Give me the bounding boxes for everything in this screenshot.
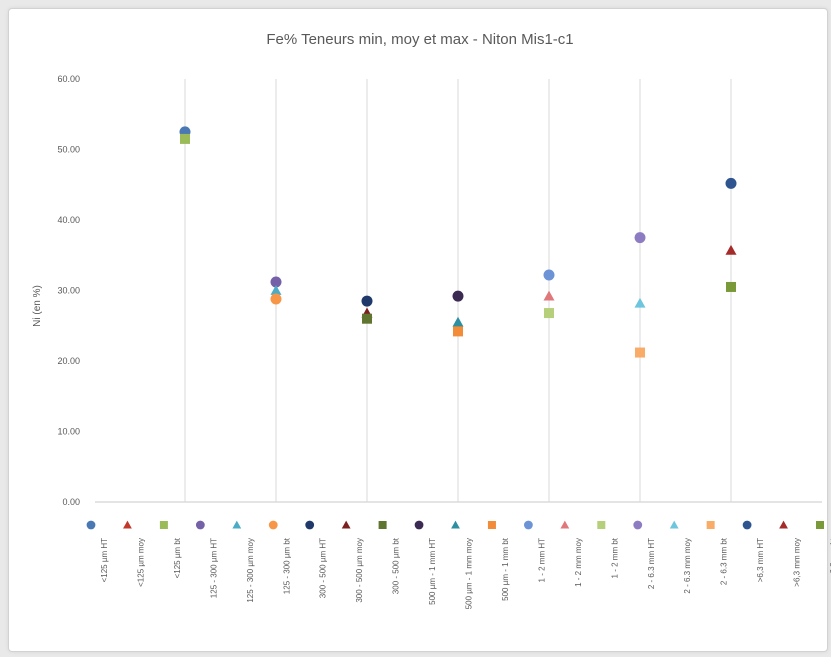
legend-marker [195, 520, 205, 530]
legend-marker [742, 520, 752, 530]
legend: <125 µm HT <125 µm moy <125 µm bt 125 - 300… [86, 520, 831, 609]
legend-label: 300 - 500 µm moy [355, 538, 364, 603]
data-point [725, 244, 737, 255]
legend-label: >6,3 mm bt [829, 537, 831, 578]
data-point [543, 269, 555, 281]
legend-marker [487, 521, 496, 529]
legend-marker [86, 520, 96, 530]
legend-marker [268, 520, 278, 530]
legend-marker [159, 521, 168, 529]
data-point [634, 232, 646, 244]
data-point [544, 308, 554, 319]
legend-marker [123, 520, 132, 529]
y-tick-label: 50.00 [57, 145, 80, 155]
data-point [270, 285, 282, 295]
grid-lines [95, 79, 822, 503]
data-point [543, 290, 555, 301]
legend-label: 500 µm - 1 mm bt [501, 537, 510, 601]
legend-label: 1 - 2 mm HT [537, 538, 546, 583]
y-tick-label: 40.00 [57, 215, 80, 225]
legend-marker [597, 521, 606, 529]
legend-label: 500 µm - 1 mm HT [428, 538, 437, 605]
data-point [362, 313, 372, 324]
y-tick-label: 0.00 [62, 497, 80, 507]
y-axis-label: Ni (en %) [32, 285, 43, 327]
legend-label: 500 µm - 1 mm moy [465, 538, 474, 609]
legend-marker [378, 521, 387, 529]
legend-marker [560, 520, 570, 529]
data-point [635, 347, 645, 358]
y-tick-label: 20.00 [57, 356, 80, 366]
legend-marker [341, 520, 351, 529]
data-points [179, 126, 737, 358]
data-point [452, 290, 464, 302]
legend-label: <125 µm moy [136, 538, 145, 587]
legend-marker [451, 520, 460, 529]
legend-label: <125 µm bt [173, 537, 182, 578]
legend-marker [633, 520, 643, 530]
legend-marker [779, 520, 788, 529]
data-point [634, 297, 646, 308]
legend-label: 1 - 2 mm moy [574, 538, 583, 587]
data-point [725, 177, 737, 189]
legend-marker [524, 520, 533, 530]
legend-marker [816, 521, 824, 529]
legend-label: 125 - 300 µm HT [209, 538, 218, 598]
legend-label: 2 - 6.3 mm bt [720, 537, 729, 585]
legend-label: >6,3 mm moy [793, 538, 802, 587]
legend-label: 125 - 300 µm moy [246, 538, 255, 603]
legend-label: 2 - 6.3 mm HT [647, 538, 656, 589]
legend-label: >6,3 mm HT [756, 538, 765, 582]
data-point [726, 281, 736, 292]
legend-label: 300 - 500 µm HT [319, 538, 328, 598]
data-point [453, 326, 463, 337]
data-point [270, 276, 282, 288]
data-point [361, 295, 373, 307]
legend-marker [706, 521, 715, 529]
legend-marker [305, 520, 315, 530]
y-tick-label: 60.00 [57, 74, 80, 84]
chart-title: Fe% Teneurs min, moy et max - Niton Mis1… [266, 31, 573, 48]
data-point [452, 316, 464, 327]
legend-marker [669, 520, 679, 529]
y-tick-label: 10.00 [57, 427, 80, 437]
data-point [270, 293, 282, 305]
legend-label: 1 - 2 mm bt [610, 537, 619, 578]
y-tick-label: 30.00 [57, 286, 80, 296]
legend-marker [232, 520, 242, 529]
legend-label: 2 - 6.3 mm moy [683, 538, 692, 594]
legend-marker [414, 520, 424, 530]
y-axis-ticks: 0.00 10.00 20.00 30.00 40.00 50.00 60.00 [57, 74, 80, 507]
legend-label: <125 µm HT [100, 538, 109, 583]
chart-frame [8, 8, 828, 652]
legend-label: 125 - 300 µm bt [282, 537, 291, 594]
legend-label: 300 - 500 µm bt [392, 537, 401, 594]
data-point [180, 133, 190, 144]
